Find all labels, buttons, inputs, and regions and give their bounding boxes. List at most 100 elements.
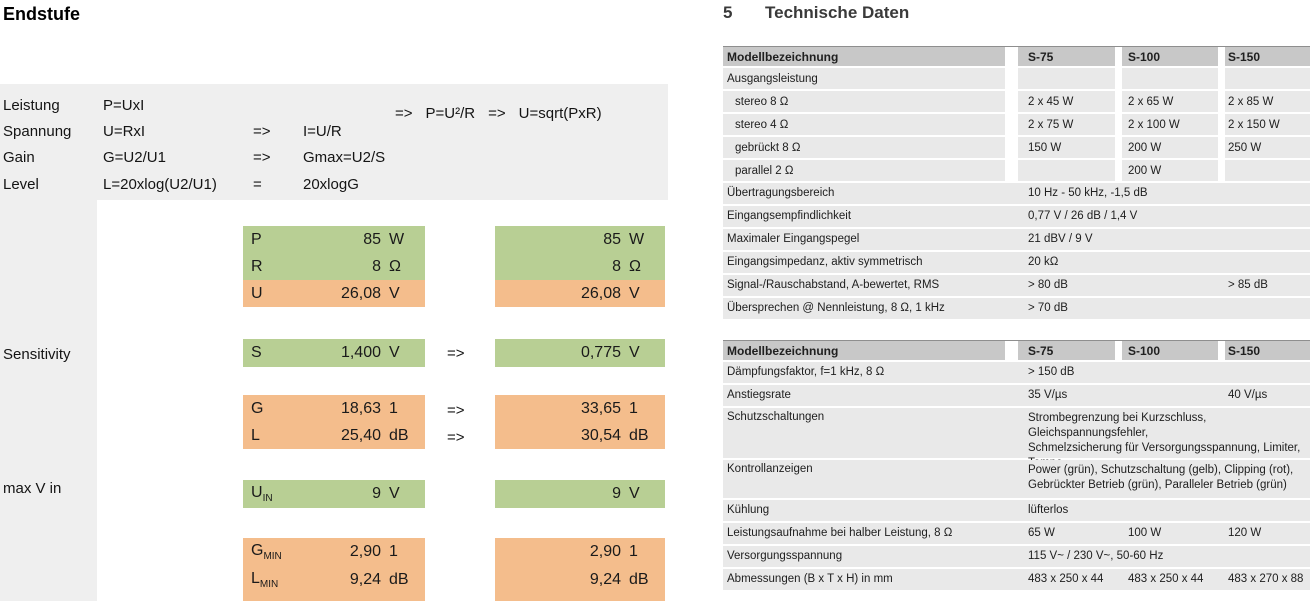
implies-arrow: => — [253, 149, 271, 166]
table-row: parallel 2 Ω 200 W — [723, 160, 1310, 181]
spec-value: 200 W — [1122, 160, 1218, 181]
spec-value — [1225, 68, 1310, 89]
section-number: 5 — [723, 3, 733, 22]
spec-value: 100 W — [1128, 527, 1162, 539]
cell-block-uin-left: UIN 9 V — [243, 480, 425, 508]
cell-unit: V — [629, 284, 640, 302]
cell-row[interactable]: GMIN 2,90 1 — [243, 538, 425, 566]
formula-text: Gmax=U2/S — [303, 149, 386, 166]
cell-value: 85 — [603, 230, 621, 248]
cell-unit: 1 — [629, 543, 638, 560]
table-row: Anstiegsrate 35 V/µs 40 V/µs — [723, 385, 1310, 406]
spec-value: 2 x 85 W — [1225, 91, 1310, 112]
cell-block-uin-right: 9 V — [495, 480, 665, 508]
cell-label: P — [251, 230, 262, 248]
header-cell: S-150 — [1225, 341, 1310, 360]
cell-value: 2,90 — [349, 543, 381, 560]
cell-row[interactable]: R 8 Ω — [243, 253, 425, 280]
spec-value: > 150 dB — [1028, 366, 1075, 378]
cell-unit: 1 — [629, 399, 638, 417]
formula-label: Leistung — [3, 97, 60, 114]
cell-row[interactable]: UIN 9 V — [243, 480, 425, 508]
table-row: Versorgungsspannung 115 V~ / 230 V~, 50-… — [723, 546, 1310, 567]
cell-row[interactable]: 8 Ω — [495, 253, 665, 280]
formula-text: U=sqrt(PxR) — [518, 105, 602, 122]
header-cell: Modellbezeichnung — [723, 47, 1005, 66]
spec-value: 483 x 270 x 88 — [1228, 573, 1304, 585]
cell-row[interactable]: L 25,40 dB — [243, 422, 425, 449]
spec-value — [1018, 160, 1115, 181]
table-row: Kontrollanzeigen Power (grün), Schutzsch… — [723, 460, 1310, 498]
cell-row[interactable]: S 1,400 V — [243, 339, 425, 367]
cell-row[interactable]: 30,54 dB — [495, 422, 665, 449]
section-title: Technische Daten — [765, 3, 910, 22]
cell-block-gain-right: 33,65 1 30,54 dB — [495, 395, 665, 449]
spec-label: Maximaler Eingangspegel — [727, 233, 860, 245]
cell-row[interactable]: 2,90 1 — [495, 538, 665, 566]
cell-row[interactable]: 9,24 dB — [495, 566, 665, 594]
spec-label: gebrückt 8 Ω — [723, 137, 1005, 158]
cell-unit: 1 — [389, 399, 398, 417]
cell-row[interactable]: 26,08 V — [495, 280, 665, 307]
cell-label: GMIN — [251, 541, 282, 563]
spec-label: Übersprechen @ Nennleistung, 8 Ω, 1 kHz — [727, 302, 945, 314]
header-cell: S-150 — [1225, 47, 1310, 66]
spec-label: Schutzschaltungen — [727, 411, 825, 423]
cell-value: 85 — [363, 230, 381, 248]
spec-value: 200 W — [1122, 137, 1218, 158]
cell-row[interactable]: 9 V — [495, 480, 665, 508]
cell-row[interactable]: 33,65 1 — [495, 395, 665, 422]
sheet-title: Endstufe — [3, 4, 81, 24]
spec-table-2: Modellbezeichnung S-75 S-100 S-150 Dämpf… — [723, 340, 1310, 592]
derivation-line: => P=U²/R => U=sqrt(PxR) — [395, 105, 602, 122]
table-row: Schutzschaltungen Strombegrenzung bei Ku… — [723, 408, 1310, 484]
maxvin-label: max V in — [3, 480, 62, 497]
cell-unit: W — [389, 230, 405, 248]
cell-unit: dB — [389, 426, 409, 444]
cell-row[interactable]: U 26,08 V — [243, 280, 425, 307]
cell-unit: V — [629, 485, 640, 502]
spec-label: stereo 4 Ω — [723, 114, 1005, 135]
cell-unit: Ω — [629, 257, 641, 275]
spec-label: Versorgungsspannung — [727, 550, 843, 562]
header-cell: S-100 — [1122, 47, 1218, 66]
spec-label: parallel 2 Ω — [723, 160, 1005, 181]
cell-unit: 1 — [389, 543, 398, 560]
spec-value: lüfterlos — [1028, 504, 1069, 516]
spec-value: 150 W — [1018, 137, 1115, 158]
cell-row[interactable]: 85 W — [495, 226, 665, 253]
spec-value: 2 x 65 W — [1122, 91, 1218, 112]
cell-block-min-right: 2,90 1 9,24 dB — [495, 538, 665, 601]
cell-block-pru-left: P 85 W R 8 Ω U 26,08 V — [243, 226, 425, 307]
table-row: stereo 4 Ω 2 x 75 W 2 x 100 W 2 x 150 W — [723, 114, 1310, 135]
cell-unit: Ω — [389, 257, 401, 275]
formula-text: P=U²/R — [425, 105, 476, 122]
cell-unit: dB — [629, 426, 649, 444]
cell-value: 9 — [612, 485, 621, 502]
cell-row[interactable]: 0,775 V — [495, 339, 665, 367]
spec-label: Anstiegsrate — [727, 389, 791, 401]
cell-unit: W — [629, 230, 645, 248]
spec-value — [1122, 68, 1218, 89]
spec-value: > 70 dB — [1028, 302, 1068, 314]
cell-row[interactable]: LMIN 9,24 dB — [243, 566, 425, 594]
cell-block-sensitivity-left: S 1,400 V — [243, 339, 425, 367]
formula-label: Level — [3, 176, 39, 193]
formula-text: P=UxI — [103, 97, 145, 114]
header-cell: S-75 — [1018, 341, 1115, 360]
spec-value: 65 W — [1028, 527, 1055, 539]
cell-value: 9,24 — [589, 571, 621, 588]
cell-row[interactable]: G 18,63 1 — [243, 395, 425, 422]
cell-label: U — [251, 284, 263, 302]
spec-value: > 85 dB — [1228, 279, 1268, 291]
cell-value: 33,65 — [580, 399, 621, 417]
table-row: stereo 8 Ω 2 x 45 W 2 x 65 W 2 x 85 W — [723, 91, 1310, 112]
cell-value: 30,54 — [580, 426, 621, 444]
cell-row[interactable]: P 85 W — [243, 226, 425, 253]
formula-text: L=20xlog(U2/U1) — [103, 176, 217, 193]
formula-row: Spannung U=RxI => I=U/R — [0, 123, 668, 143]
equals-sign: = — [253, 176, 262, 193]
spec-table-1: Modellbezeichnung S-75 S-100 S-150 Ausga… — [723, 46, 1310, 321]
table-row: Übertragungsbereich 10 Hz - 50 kHz, -1,5… — [723, 183, 1310, 204]
table-row: Kühlung lüfterlos — [723, 500, 1310, 521]
